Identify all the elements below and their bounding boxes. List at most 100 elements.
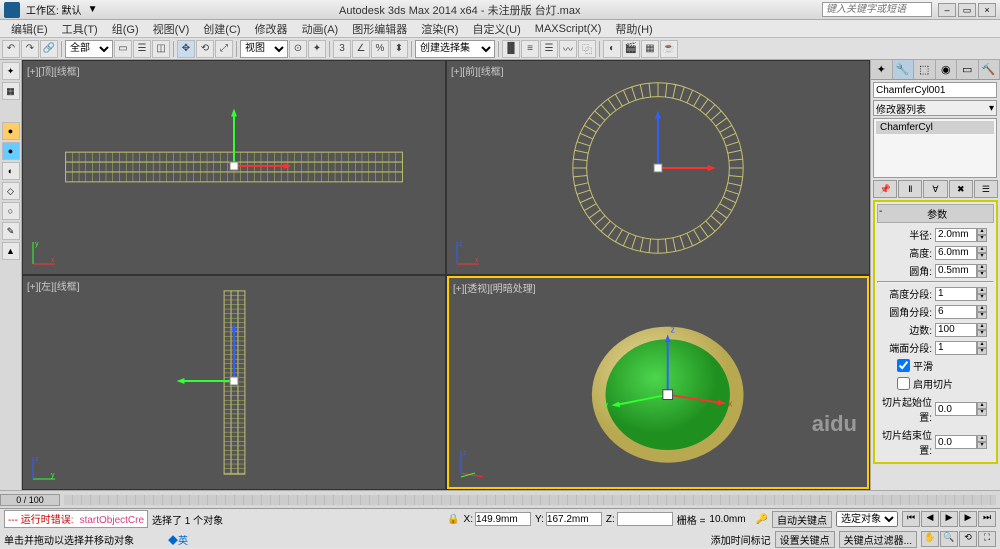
select-region-button[interactable]: ◫ <box>152 40 170 58</box>
modifier-stack[interactable]: ChamferCyl <box>873 118 997 178</box>
utility-tab[interactable]: 🔨 <box>979 60 1000 79</box>
curve-editor-button[interactable]: 〰 <box>559 40 577 58</box>
object-name-input[interactable] <box>873 82 997 98</box>
menu-item[interactable]: 修改器 <box>248 21 295 37</box>
viewport-perspective[interactable]: [+][透视][明暗处理] x y z z aidu <box>447 276 869 489</box>
display-tab[interactable]: ▭ <box>957 60 979 79</box>
coord-z-input[interactable] <box>617 512 673 526</box>
link-button[interactable]: 🔗 <box>40 40 58 58</box>
nav-pan-button[interactable]: ✋ <box>921 531 939 547</box>
autokey-button[interactable]: 自动关键点 <box>772 511 832 528</box>
show-result-button[interactable]: Ⅱ <box>898 180 922 198</box>
align-button[interactable]: ≡ <box>521 40 539 58</box>
param-input[interactable] <box>935 305 977 319</box>
keyfilter-button[interactable]: 关键点过滤器... <box>839 531 917 548</box>
param-input[interactable] <box>935 246 977 260</box>
time-slider-thumb[interactable]: 0 / 100 <box>0 494 60 506</box>
left-tool-4[interactable]: ● <box>2 142 20 160</box>
ref-coord-select[interactable]: 视图 <box>240 40 288 58</box>
minimize-button[interactable]: – <box>938 3 956 17</box>
angle-snap-button[interactable]: ∠ <box>352 40 370 58</box>
add-time-tag[interactable]: 添加时间标记 <box>711 532 771 547</box>
help-search-input[interactable] <box>822 2 932 17</box>
material-button[interactable]: ◐ <box>603 40 621 58</box>
render-frame-button[interactable]: ▦ <box>641 40 659 58</box>
hierarchy-tab[interactable]: ⬚ <box>914 60 936 79</box>
redo-button[interactable]: ↷ <box>21 40 39 58</box>
left-tool-7[interactable]: ○ <box>2 202 20 220</box>
menu-item[interactable]: MAXScript(X) <box>528 23 609 35</box>
viewport-left[interactable]: [+][左][线框] yz <box>23 276 445 489</box>
param-input[interactable] <box>935 435 977 449</box>
param-input[interactable] <box>935 264 977 278</box>
left-tool-9[interactable]: ▲ <box>2 242 20 260</box>
param-input[interactable] <box>935 228 977 242</box>
snap-button[interactable]: 3 <box>333 40 351 58</box>
mirror-button[interactable]: ▐▌ <box>502 40 520 58</box>
manip-button[interactable]: ✦ <box>308 40 326 58</box>
param-checkbox[interactable] <box>897 377 910 390</box>
menu-item[interactable]: 渲染(R) <box>414 21 465 37</box>
menu-item[interactable]: 自定义(U) <box>466 21 528 37</box>
nav-zoom-button[interactable]: 🔍 <box>940 531 958 547</box>
pin-stack-button[interactable]: 📌 <box>873 180 897 198</box>
workspace-selector[interactable]: 工作区: 默认 <box>26 2 82 17</box>
selection-filter[interactable]: 全部 <box>65 40 113 58</box>
unique-button[interactable]: ∀ <box>923 180 947 198</box>
viewport-top[interactable]: [+][顶][线框] xy <box>23 61 445 274</box>
left-tool-3[interactable]: ● <box>2 122 20 140</box>
layer-button[interactable]: ☰ <box>540 40 558 58</box>
configure-button[interactable]: ☰ <box>974 180 998 198</box>
menu-item[interactable]: 帮助(H) <box>608 21 659 37</box>
rollout-header[interactable]: -参数 <box>877 204 994 223</box>
modifier-list-dropdown[interactable]: 修改器列表▾ <box>873 100 997 116</box>
next-frame-button[interactable]: ▶ <box>959 511 977 527</box>
param-input[interactable] <box>935 341 977 355</box>
nav-max-button[interactable]: ⛶ <box>978 531 996 547</box>
render-setup-button[interactable]: 🎬 <box>622 40 640 58</box>
viewport-front[interactable]: [+][前][线框] xz <box>447 61 869 274</box>
menu-item[interactable]: 组(G) <box>105 21 146 37</box>
schematic-button[interactable]: ⿻ <box>578 40 596 58</box>
param-input[interactable] <box>935 402 977 416</box>
restore-button[interactable]: ▭ <box>958 3 976 17</box>
left-tool-2[interactable]: ▦ <box>2 82 20 100</box>
menu-item[interactable]: 动画(A) <box>295 21 346 37</box>
move-button[interactable]: ✥ <box>177 40 195 58</box>
param-input[interactable] <box>935 323 977 337</box>
time-slider-track[interactable] <box>64 495 996 505</box>
left-tool-6[interactable]: ◇ <box>2 182 20 200</box>
menu-item[interactable]: 图形编辑器 <box>345 21 414 37</box>
select-button[interactable]: ▭ <box>114 40 132 58</box>
render-button[interactable]: ☕ <box>660 40 678 58</box>
stack-item[interactable]: ChamferCyl <box>876 121 994 134</box>
undo-button[interactable]: ↶ <box>2 40 20 58</box>
scale-button[interactable]: ⤢ <box>215 40 233 58</box>
center-button[interactable]: ⊙ <box>289 40 307 58</box>
create-tab[interactable]: ✦ <box>871 60 893 79</box>
coord-y-input[interactable] <box>546 512 602 526</box>
motion-tab[interactable]: ◉ <box>936 60 958 79</box>
close-button[interactable]: × <box>978 3 996 17</box>
param-input[interactable] <box>935 287 977 301</box>
left-tool-8[interactable]: ✎ <box>2 222 20 240</box>
spinner-snap-button[interactable]: ⬍ <box>390 40 408 58</box>
prev-frame-button[interactable]: ◀ <box>921 511 939 527</box>
percent-snap-button[interactable]: % <box>371 40 389 58</box>
nav-orbit-button[interactable]: ⟲ <box>959 531 977 547</box>
key-target-select[interactable]: 选定对象 <box>836 511 898 527</box>
param-checkbox[interactable] <box>897 359 910 372</box>
menu-item[interactable]: 工具(T) <box>55 21 105 37</box>
goto-end-button[interactable]: ⏭ <box>978 511 996 527</box>
menu-item[interactable]: 视图(V) <box>146 21 197 37</box>
play-button[interactable]: ▶ <box>940 511 958 527</box>
named-selection[interactable]: 创建选择集 <box>415 40 495 58</box>
left-tool-5[interactable]: ◐ <box>2 162 20 180</box>
left-tool-1[interactable]: ✦ <box>2 62 20 80</box>
select-name-button[interactable]: ☰ <box>133 40 151 58</box>
rotate-button[interactable]: ⟲ <box>196 40 214 58</box>
setkey-button[interactable]: 设置关键点 <box>775 531 835 548</box>
coord-x-input[interactable] <box>475 512 531 526</box>
goto-start-button[interactable]: ⏮ <box>902 511 920 527</box>
modify-tab[interactable]: 🔧 <box>893 60 915 79</box>
